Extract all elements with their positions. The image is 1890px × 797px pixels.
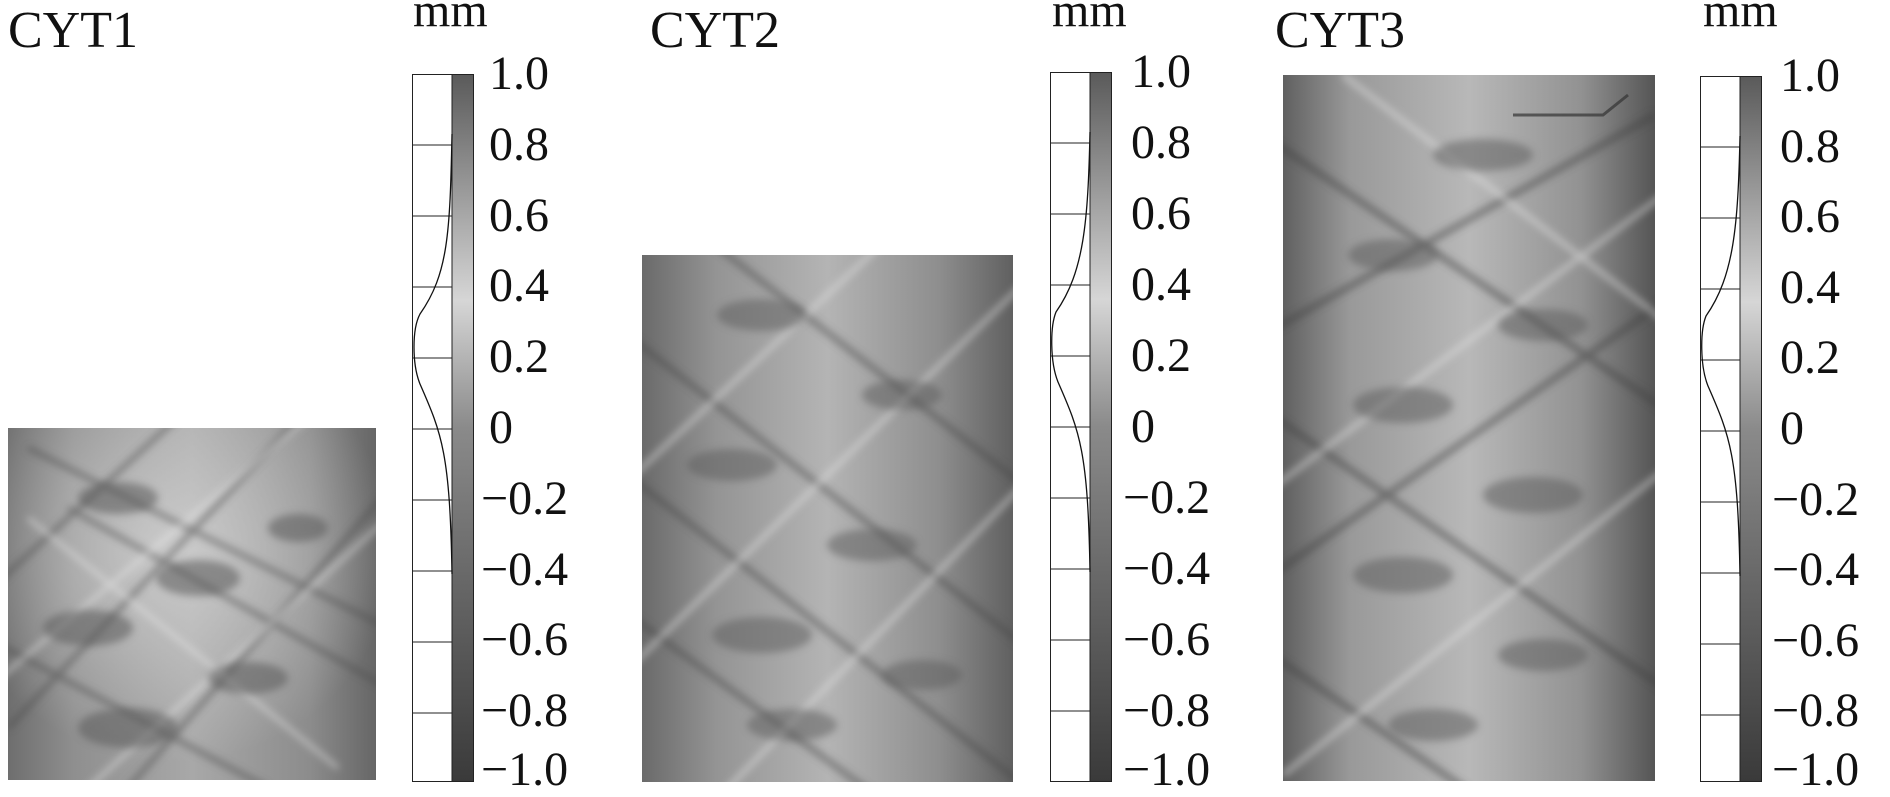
colorbar-1-tick-label: −0.6	[481, 613, 569, 667]
panel-title-cyt3: CYT3	[1275, 2, 1405, 59]
colorbar-2-tick-label: 1.0	[1131, 45, 1191, 98]
shell-image-cyt3	[1283, 75, 1655, 781]
colorbar-3-tick-label: 0.2	[1780, 331, 1840, 385]
unit-label-1: mm	[413, 0, 488, 37]
shell-image-cyt1	[8, 428, 376, 780]
colorbar-2-tick-label: −0.6	[1123, 613, 1211, 666]
colorbar-2-tick-label: 0.4	[1131, 258, 1191, 311]
colorbar-2-tick-label: −0.8	[1123, 684, 1211, 737]
colorbar-svg-2	[1050, 72, 1112, 782]
colorbar-3-tick-label: −0.2	[1772, 472, 1860, 526]
colorbar-3-tick-label: −0.6	[1772, 613, 1860, 667]
colorbar-3-tick-label: −0.8	[1772, 684, 1860, 738]
colorbar-1-tick-label: −0.2	[481, 471, 569, 525]
colorbar-svg-3	[1700, 76, 1762, 782]
colorbar-3-tick-label: 1.0	[1780, 49, 1840, 102]
unit-label-2: mm	[1052, 0, 1127, 37]
colorbar-1-tick-label: 1.0	[489, 47, 549, 100]
colorbar-2-tick-label: −0.4	[1123, 542, 1211, 595]
colorbar-legend-1	[412, 74, 474, 782]
colorbar-1-tick-label: 0.8	[489, 117, 549, 171]
panel-title-cyt2: CYT2	[650, 2, 780, 59]
colorbar-2-tick-label: 0	[1131, 400, 1155, 453]
colorbar-3-tick-label: 0	[1780, 402, 1804, 455]
colorbar-2-tick-label: −1.0	[1123, 743, 1211, 796]
shell-image-cyt2	[642, 255, 1013, 782]
colorbar-1-tick-label: −1.0	[481, 743, 569, 796]
colorbar-3-tick-label: −0.4	[1772, 543, 1860, 597]
colorbar-1-tick-label: 0.4	[489, 259, 549, 313]
colorbar-2-tick-label: 0.8	[1131, 116, 1191, 169]
colorbar-3-tick-label: −1.0	[1772, 743, 1860, 796]
colorbar-2-tick-label: 0.6	[1131, 187, 1191, 240]
colorbar-1-tick-label: 0.6	[489, 188, 549, 242]
colorbar-1-tick-label: −0.8	[481, 684, 569, 738]
unit-label-3: mm	[1703, 0, 1778, 37]
colorbar-1-tick-label: 0	[489, 401, 513, 454]
colorbar-3-tick-label: 0.6	[1780, 190, 1840, 244]
colorbar-2-tick-label: 0.2	[1131, 329, 1191, 382]
colorbar-1-tick-label: 0.2	[489, 330, 549, 384]
colorbar-2-tick-label: −0.2	[1123, 471, 1211, 524]
panel-title-cyt1: CYT1	[8, 2, 138, 59]
colorbar-3-tick-label: 0.4	[1780, 260, 1840, 314]
colorbar-1-tick-label: −0.4	[481, 542, 569, 596]
colorbar-svg-1	[412, 74, 474, 782]
colorbar-legend-3	[1700, 76, 1762, 782]
colorbar-legend-2	[1050, 72, 1112, 782]
colorbar-3-tick-label: 0.8	[1780, 119, 1840, 173]
